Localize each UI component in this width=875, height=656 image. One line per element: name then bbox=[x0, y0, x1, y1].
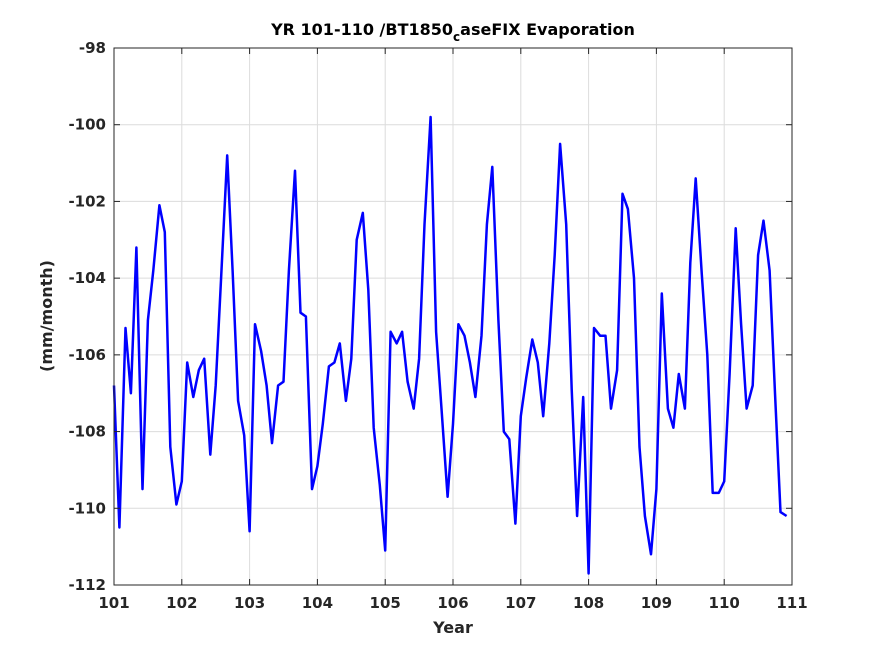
x-tick-label-5: 106 bbox=[437, 594, 468, 612]
series-layer bbox=[112, 115, 788, 575]
x-tick-label-4: 105 bbox=[370, 594, 401, 612]
y-tick-label-2: -108 bbox=[68, 423, 106, 441]
x-tick-label-6: 107 bbox=[505, 594, 536, 612]
x-tick-labels: 101 102 103 104 105 106 107 108 109 110 111 bbox=[98, 594, 807, 612]
chart-title-subscript: c bbox=[453, 30, 460, 44]
x-tick-label-1: 102 bbox=[166, 594, 197, 612]
y-tick-label-7: -98 bbox=[79, 39, 106, 57]
y-tick-label-0: -112 bbox=[68, 576, 106, 594]
x-tick-label-8: 109 bbox=[641, 594, 672, 612]
y-axis-label: (mm/month) bbox=[37, 260, 56, 372]
y-tick-labels: -112 -110 -108 -106 -104 -102 -100 -98 bbox=[68, 39, 106, 594]
x-tick-label-10: 111 bbox=[776, 594, 807, 612]
y-tick-label-5: -102 bbox=[68, 192, 106, 210]
y-tick-label-6: -100 bbox=[68, 116, 106, 134]
x-tick-label-9: 110 bbox=[709, 594, 740, 612]
series-line-0 bbox=[112, 115, 788, 575]
x-tick-label-3: 104 bbox=[302, 594, 333, 612]
x-axis-label: Year bbox=[432, 618, 473, 637]
y-tick-label-1: -110 bbox=[68, 499, 106, 517]
y-tick-label-3: -106 bbox=[68, 346, 106, 364]
x-tick-label-7: 108 bbox=[573, 594, 604, 612]
y-tick-label-4: -104 bbox=[68, 269, 106, 287]
x-tick-label-2: 103 bbox=[234, 594, 265, 612]
x-tick-label-0: 101 bbox=[98, 594, 129, 612]
tick-marks bbox=[113, 47, 793, 586]
chart-title: YR 101-110 /BT1850caseFIX Evaporation bbox=[270, 20, 635, 44]
